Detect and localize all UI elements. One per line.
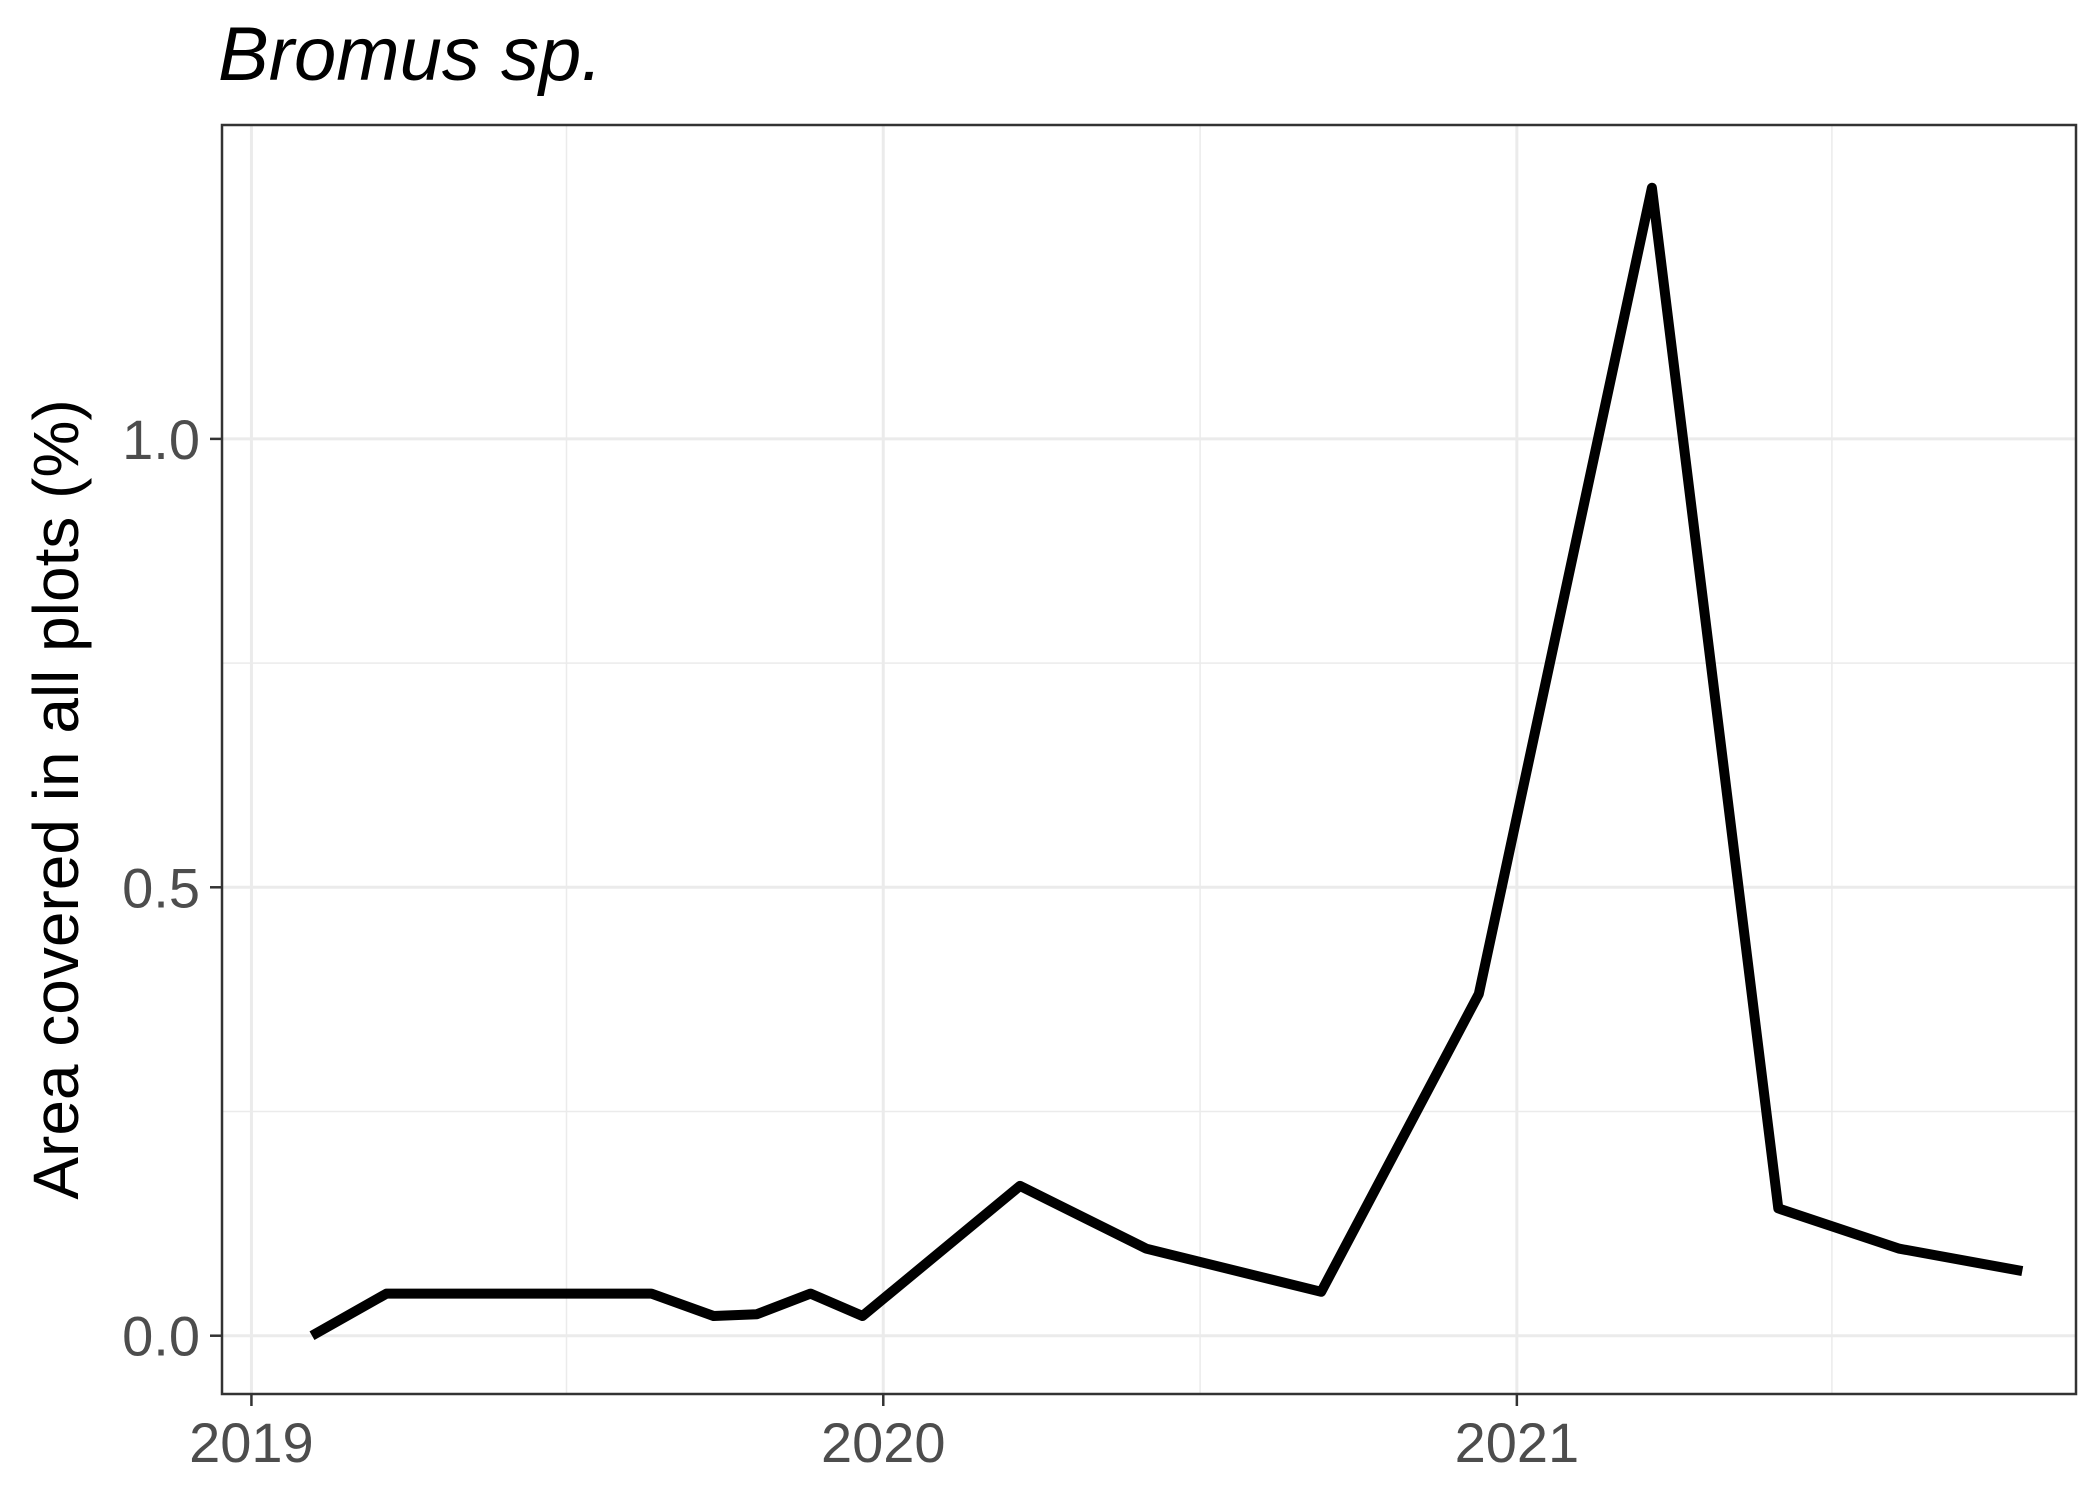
- axis-tick-labels: 0.0 0.5 1.0 2019 2020 2021: [122, 408, 1579, 1474]
- x-tick-label: 2020: [821, 1411, 946, 1474]
- y-tick-label: 0.5: [122, 856, 200, 919]
- series-layer: [309, 182, 2024, 1341]
- y-tick-label: 1.0: [122, 408, 200, 471]
- x-tick-label: 2019: [189, 1411, 314, 1474]
- panel-border: [220, 123, 2078, 1396]
- chart-title: Bromus sp.: [218, 12, 602, 97]
- y-tick-label: 0.0: [122, 1305, 200, 1368]
- x-tick-label: 2021: [1455, 1411, 1580, 1474]
- y-axis-title: Area covered in all plots (%): [20, 399, 92, 1199]
- grid: [222, 125, 2076, 1394]
- axis-ticks: [210, 437, 1519, 1406]
- series-line: [309, 182, 2024, 1341]
